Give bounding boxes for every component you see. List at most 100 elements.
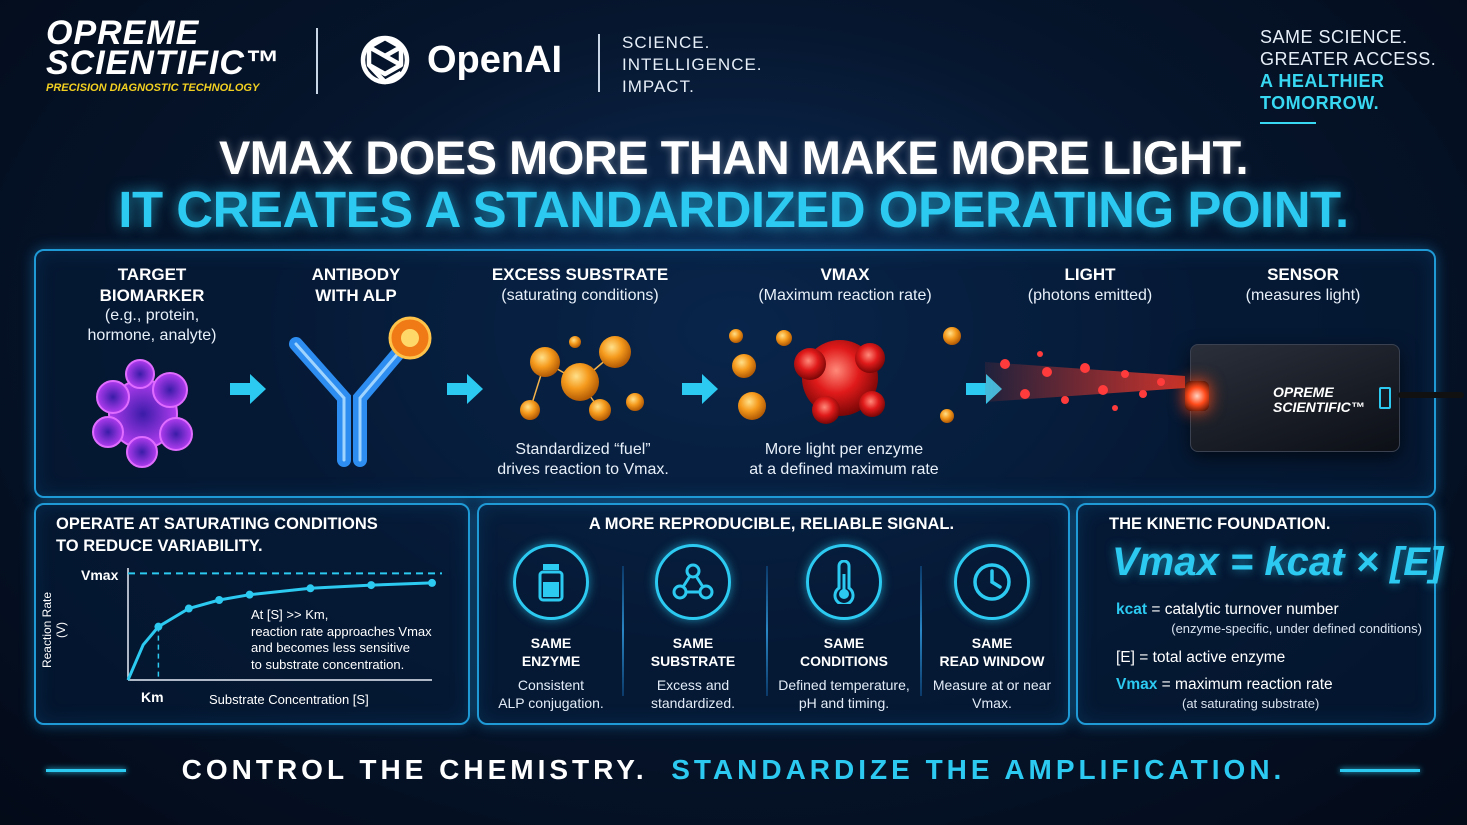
def-note: (at saturating substrate) (1182, 696, 1320, 711)
saturation-panel (34, 503, 470, 725)
step-caption: More light per enzyme at a defined maxim… (749, 441, 939, 478)
feature-same-read-window: SAME READ WINDOW Measure at or near Vmax… (926, 544, 1058, 712)
saturation-ylabel-wrap: Reaction Rate (V) (40, 586, 68, 676)
def-term: [E] (1116, 649, 1135, 666)
clock-icon (954, 544, 1030, 620)
feature-divider (920, 566, 922, 696)
def-note: (enzyme-specific, under defined conditio… (1171, 621, 1422, 636)
photons-icon (985, 351, 1185, 411)
def-meaning: = catalytic turnover number (1147, 601, 1339, 618)
footer-line-right (1340, 769, 1420, 772)
brand-line2: SCIENTIFIC™ (46, 44, 280, 82)
saturation-note: At [S] >> Km, reaction rate approaches V… (251, 607, 432, 672)
step-title: TARGET BIOMARKER (99, 265, 205, 305)
saturation-xlabel: Substrate Concentration [S] (209, 692, 369, 707)
flow-arrow-icon (682, 374, 718, 404)
openai-knot-icon (360, 35, 410, 85)
sensor-device: OPREME SCIENTIFIC™ (1185, 344, 1400, 452)
footer-part1: CONTROL THE CHEMISTRY. (181, 754, 648, 785)
step-subtitle: (measures light) (1245, 287, 1361, 304)
sensor-indicator (1379, 387, 1391, 409)
tagline-line: TOMORROW. (1260, 93, 1380, 113)
curve-point (184, 604, 193, 613)
saturation-ylabel: Reaction Rate (V) (40, 591, 68, 669)
antibody-alp-icon (289, 316, 432, 467)
feature-same-conditions: SAME CONDITIONS Defined temperature, pH … (772, 544, 916, 712)
flow-arrow-icon (447, 374, 483, 404)
biomarker-icon (92, 359, 193, 468)
brand-line1: OPREME (46, 14, 200, 52)
molecule-icon (655, 544, 731, 620)
kinetic-definitions: kcat = catalytic turnover number (enzyme… (1116, 600, 1426, 713)
curve-point (154, 622, 163, 631)
feature-title: SAME READ WINDOW (939, 635, 1045, 669)
feature-title: SAME CONDITIONS (800, 635, 888, 669)
feature-divider (622, 566, 624, 696)
vmax-reaction-icon (729, 327, 961, 424)
sensor-cable (1398, 392, 1464, 398)
kinetic-title: THE KINETIC FOUNDATION. (1109, 515, 1331, 533)
sensor-logo: OPREME SCIENTIFIC™ (1273, 385, 1365, 415)
partner-logo: OpenAI (355, 30, 562, 90)
km-label: Km (141, 689, 164, 705)
step-title: VMAX (820, 265, 870, 284)
tagline-underline (1260, 122, 1316, 124)
feature-desc: Defined temperature, pH and timing. (778, 677, 910, 711)
kinetic-panel (1076, 503, 1436, 725)
tagline-line: SAME SCIENCE. (1260, 27, 1408, 47)
flow-arrow-icon (230, 374, 266, 404)
step-subtitle: (photons emitted) (1027, 287, 1153, 304)
sensor-logo-line2: SCIENTIFIC™ (1273, 399, 1365, 415)
feature-same-substrate: SAME SUBSTRATE Excess and standardized. (628, 544, 758, 712)
footer-line-left (46, 769, 126, 772)
slogan-line: SCIENCE. (622, 33, 711, 52)
top-right-tagline: SAME SCIENCE. GREATER ACCESS. A HEALTHIE… (1260, 26, 1436, 124)
step-title: EXCESS SUBSTRATE (491, 265, 669, 284)
brand-logo: OPREME SCIENTIFIC™ PRECISION DIAGNOSTIC … (46, 14, 286, 94)
curve-point (215, 596, 224, 604)
def-term: Vmax (1116, 676, 1158, 693)
curve-point (367, 581, 376, 590)
feature-same-enzyme: SAME ENZYME Consistent ALP conjugation. (486, 544, 616, 712)
saturation-chart (126, 568, 442, 681)
def-term: kcat (1116, 601, 1148, 618)
substrate-molecules-icon (520, 336, 644, 421)
slogan-line: INTELLIGENCE. (622, 55, 763, 74)
sensor-lens (1185, 381, 1209, 411)
partner-name: OpenAI (427, 38, 563, 81)
kinetic-formula: Vmax = kcat × [E] (1112, 540, 1444, 584)
feature-divider (766, 566, 768, 696)
curve-point (428, 578, 436, 587)
footer-slogan: CONTROL THE CHEMISTRY. STANDARDIZE THE A… (0, 754, 1467, 786)
sensor-logo-line1: OPREME (1273, 384, 1334, 400)
step-caption: Standardized “fuel” drives reaction to V… (497, 441, 669, 478)
step-subtitle: (Maximum reaction rate) (758, 287, 932, 304)
step-title: LIGHT (1064, 265, 1116, 284)
tagline-line: GREATER ACCESS. (1260, 49, 1437, 69)
reproducible-title: A MORE REPRODUCIBLE, RELIABLE SIGNAL. (588, 515, 955, 533)
feature-desc: Measure at or near Vmax. (932, 677, 1052, 711)
header-divider (316, 28, 318, 94)
headline-line2: IT CREATES A STANDARDIZED OPERATING POIN… (118, 181, 1349, 238)
feature-title: SAME ENZYME (521, 635, 581, 669)
vial-icon (513, 544, 589, 620)
brand-tagline: PRECISION DIAGNOSTIC TECHNOLOGY (46, 82, 260, 94)
header-divider-2 (598, 34, 600, 92)
saturation-title: OPERATE AT SATURATING CONDITIONS TO REDU… (56, 515, 378, 555)
headline-line1: VMAX DOES MORE THAN MAKE MORE LIGHT. (218, 131, 1249, 184)
step-title: ANTIBODY WITH ALP (311, 265, 401, 305)
def-meaning: = maximum reaction rate (1157, 676, 1333, 693)
def-meaning: = total active enzyme (1134, 649, 1286, 666)
vmax-label: Vmax (81, 567, 119, 583)
curve-point (306, 584, 315, 593)
curve-point (245, 590, 254, 599)
thermometer-icon (806, 544, 882, 620)
header-slogan: SCIENCE. INTELLIGENCE. IMPACT. (622, 32, 763, 98)
feature-title: SAME SUBSTRATE (650, 635, 736, 669)
step-subtitle: (e.g., protein, hormone, analyte) (87, 307, 217, 344)
slogan-line: IMPACT. (622, 77, 695, 96)
tagline-line: A HEALTHIER (1260, 71, 1385, 91)
footer-part2: STANDARDIZE THE AMPLIFICATION. (671, 754, 1286, 785)
step-title: SENSOR (1267, 265, 1339, 284)
step-subtitle: (saturating conditions) (501, 287, 659, 304)
